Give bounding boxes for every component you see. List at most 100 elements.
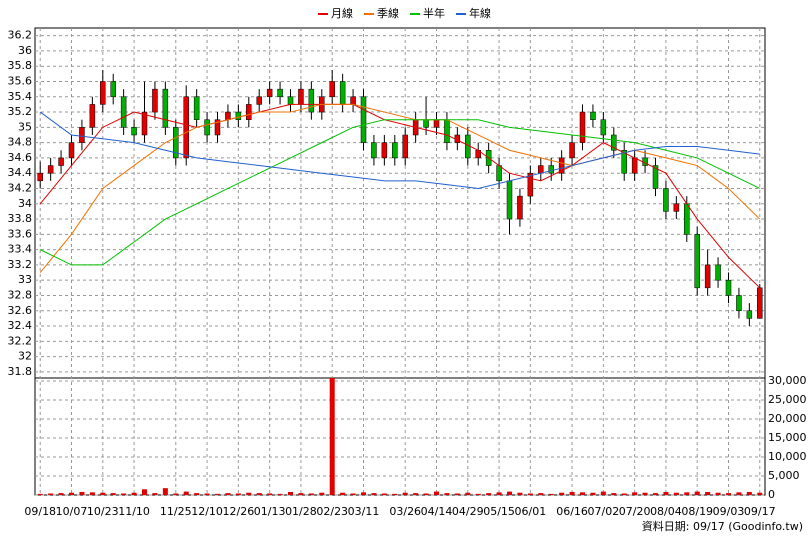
y-tick-label: 33.6	[8, 227, 33, 240]
x-tick-label: 09/17	[744, 505, 776, 518]
candle-body	[746, 310, 753, 319]
candle-body	[663, 188, 669, 212]
candle-body	[110, 81, 116, 98]
volume-bar	[361, 492, 366, 495]
volume-bar	[152, 493, 158, 495]
legend-label: 季線	[377, 6, 399, 20]
candle-body	[214, 119, 221, 136]
candle-body	[193, 96, 200, 120]
volume-bar	[413, 493, 419, 495]
y-tick-label: 33.2	[8, 258, 33, 271]
candle-body	[621, 150, 627, 174]
volume-bar	[569, 491, 575, 495]
volume-bar	[267, 493, 273, 495]
candle-body	[266, 88, 273, 98]
candle-body	[100, 81, 106, 105]
candle-body	[673, 203, 680, 212]
volume-bar	[183, 491, 189, 495]
y-tick-label: 32.4	[8, 319, 33, 332]
x-tick-label: 04/29	[452, 505, 484, 518]
x-tick-label: 02/23	[316, 505, 348, 518]
volume-bar	[69, 492, 74, 495]
volume-bar	[527, 493, 533, 495]
x-tick-label: 05/15	[483, 505, 515, 518]
volume-bar	[340, 492, 346, 495]
x-tick-label: 08/04	[650, 505, 682, 518]
x-tick-label: 09/18	[24, 505, 56, 518]
candle-body	[402, 134, 408, 159]
candle-body	[131, 127, 137, 136]
ma-line	[39, 111, 760, 189]
candle-body	[183, 96, 189, 159]
candle-body	[558, 157, 565, 174]
y-tick-label: 32.8	[8, 288, 33, 301]
candle-body	[350, 96, 356, 105]
volume-bar	[58, 493, 64, 495]
candle-body	[89, 104, 96, 128]
candle-body	[496, 165, 502, 182]
candle-body	[517, 195, 523, 220]
volume-bar	[444, 493, 450, 495]
volume-bar	[580, 492, 585, 495]
y-tick-label: 34.2	[8, 181, 33, 194]
volume-bar	[350, 493, 356, 495]
candle-body	[611, 134, 617, 151]
candle-body	[569, 142, 575, 159]
y-tick-label: 32.6	[8, 304, 33, 317]
volume-bar	[402, 492, 408, 495]
y-tick-label: 35	[18, 120, 32, 133]
volume-bar	[173, 493, 179, 495]
candle-body	[225, 111, 231, 120]
volume-tick-label: 5,000	[768, 469, 800, 482]
volume-bar	[684, 492, 690, 495]
x-tick-label: 03/11	[348, 505, 380, 518]
candle-body	[235, 111, 242, 120]
volume-bar	[538, 493, 544, 495]
volume-bar	[736, 492, 742, 495]
x-tick-label: 10/23	[87, 505, 119, 518]
candle-body	[715, 264, 721, 281]
candle-body	[162, 88, 169, 128]
volume-bar	[194, 493, 200, 495]
candle-body	[256, 96, 262, 105]
y-tick-label: 33	[18, 273, 32, 286]
candle-body	[329, 81, 335, 98]
candle-body	[704, 264, 711, 289]
x-tick-label: 11/10	[118, 505, 150, 518]
volume-bar	[246, 492, 252, 495]
candle-body	[277, 88, 283, 98]
volume-bar	[48, 493, 54, 495]
candle-body	[339, 81, 346, 105]
candle-body	[308, 88, 315, 113]
x-tick-label: 06/01	[515, 505, 547, 518]
y-tick-label: 34	[18, 197, 32, 210]
x-tick-label: 07/02	[588, 505, 620, 518]
y-tick-label: 35.4	[8, 90, 33, 103]
candle-body	[548, 165, 554, 174]
volume-tick-label: 0	[768, 488, 775, 501]
candle-body	[423, 119, 429, 128]
volume-bar	[381, 493, 387, 495]
candle-body	[287, 96, 294, 105]
y-tick-label: 36.2	[8, 29, 33, 42]
volume-bar	[371, 493, 377, 495]
candle-body	[79, 127, 85, 143]
volume-bar	[559, 492, 565, 495]
volume-bar	[694, 491, 700, 495]
volume-bar	[632, 492, 638, 495]
volume-tick-label: 15,000	[768, 431, 807, 444]
volume-bar	[329, 378, 335, 495]
volume-bar	[726, 493, 731, 495]
volume-bar	[37, 493, 43, 495]
y-tick-label: 34.6	[8, 151, 33, 164]
y-tick-label: 35.6	[8, 74, 33, 87]
volume-bar	[162, 488, 168, 495]
volume-bar	[131, 492, 137, 495]
candle-body	[37, 172, 43, 182]
volume-tick-label: 30,000	[768, 374, 807, 387]
ma-line	[39, 119, 761, 266]
y-tick-label: 35.8	[8, 59, 33, 72]
x-tick-label: 09/03	[713, 505, 745, 518]
candle-body	[600, 119, 607, 136]
volume-bar	[392, 493, 398, 495]
